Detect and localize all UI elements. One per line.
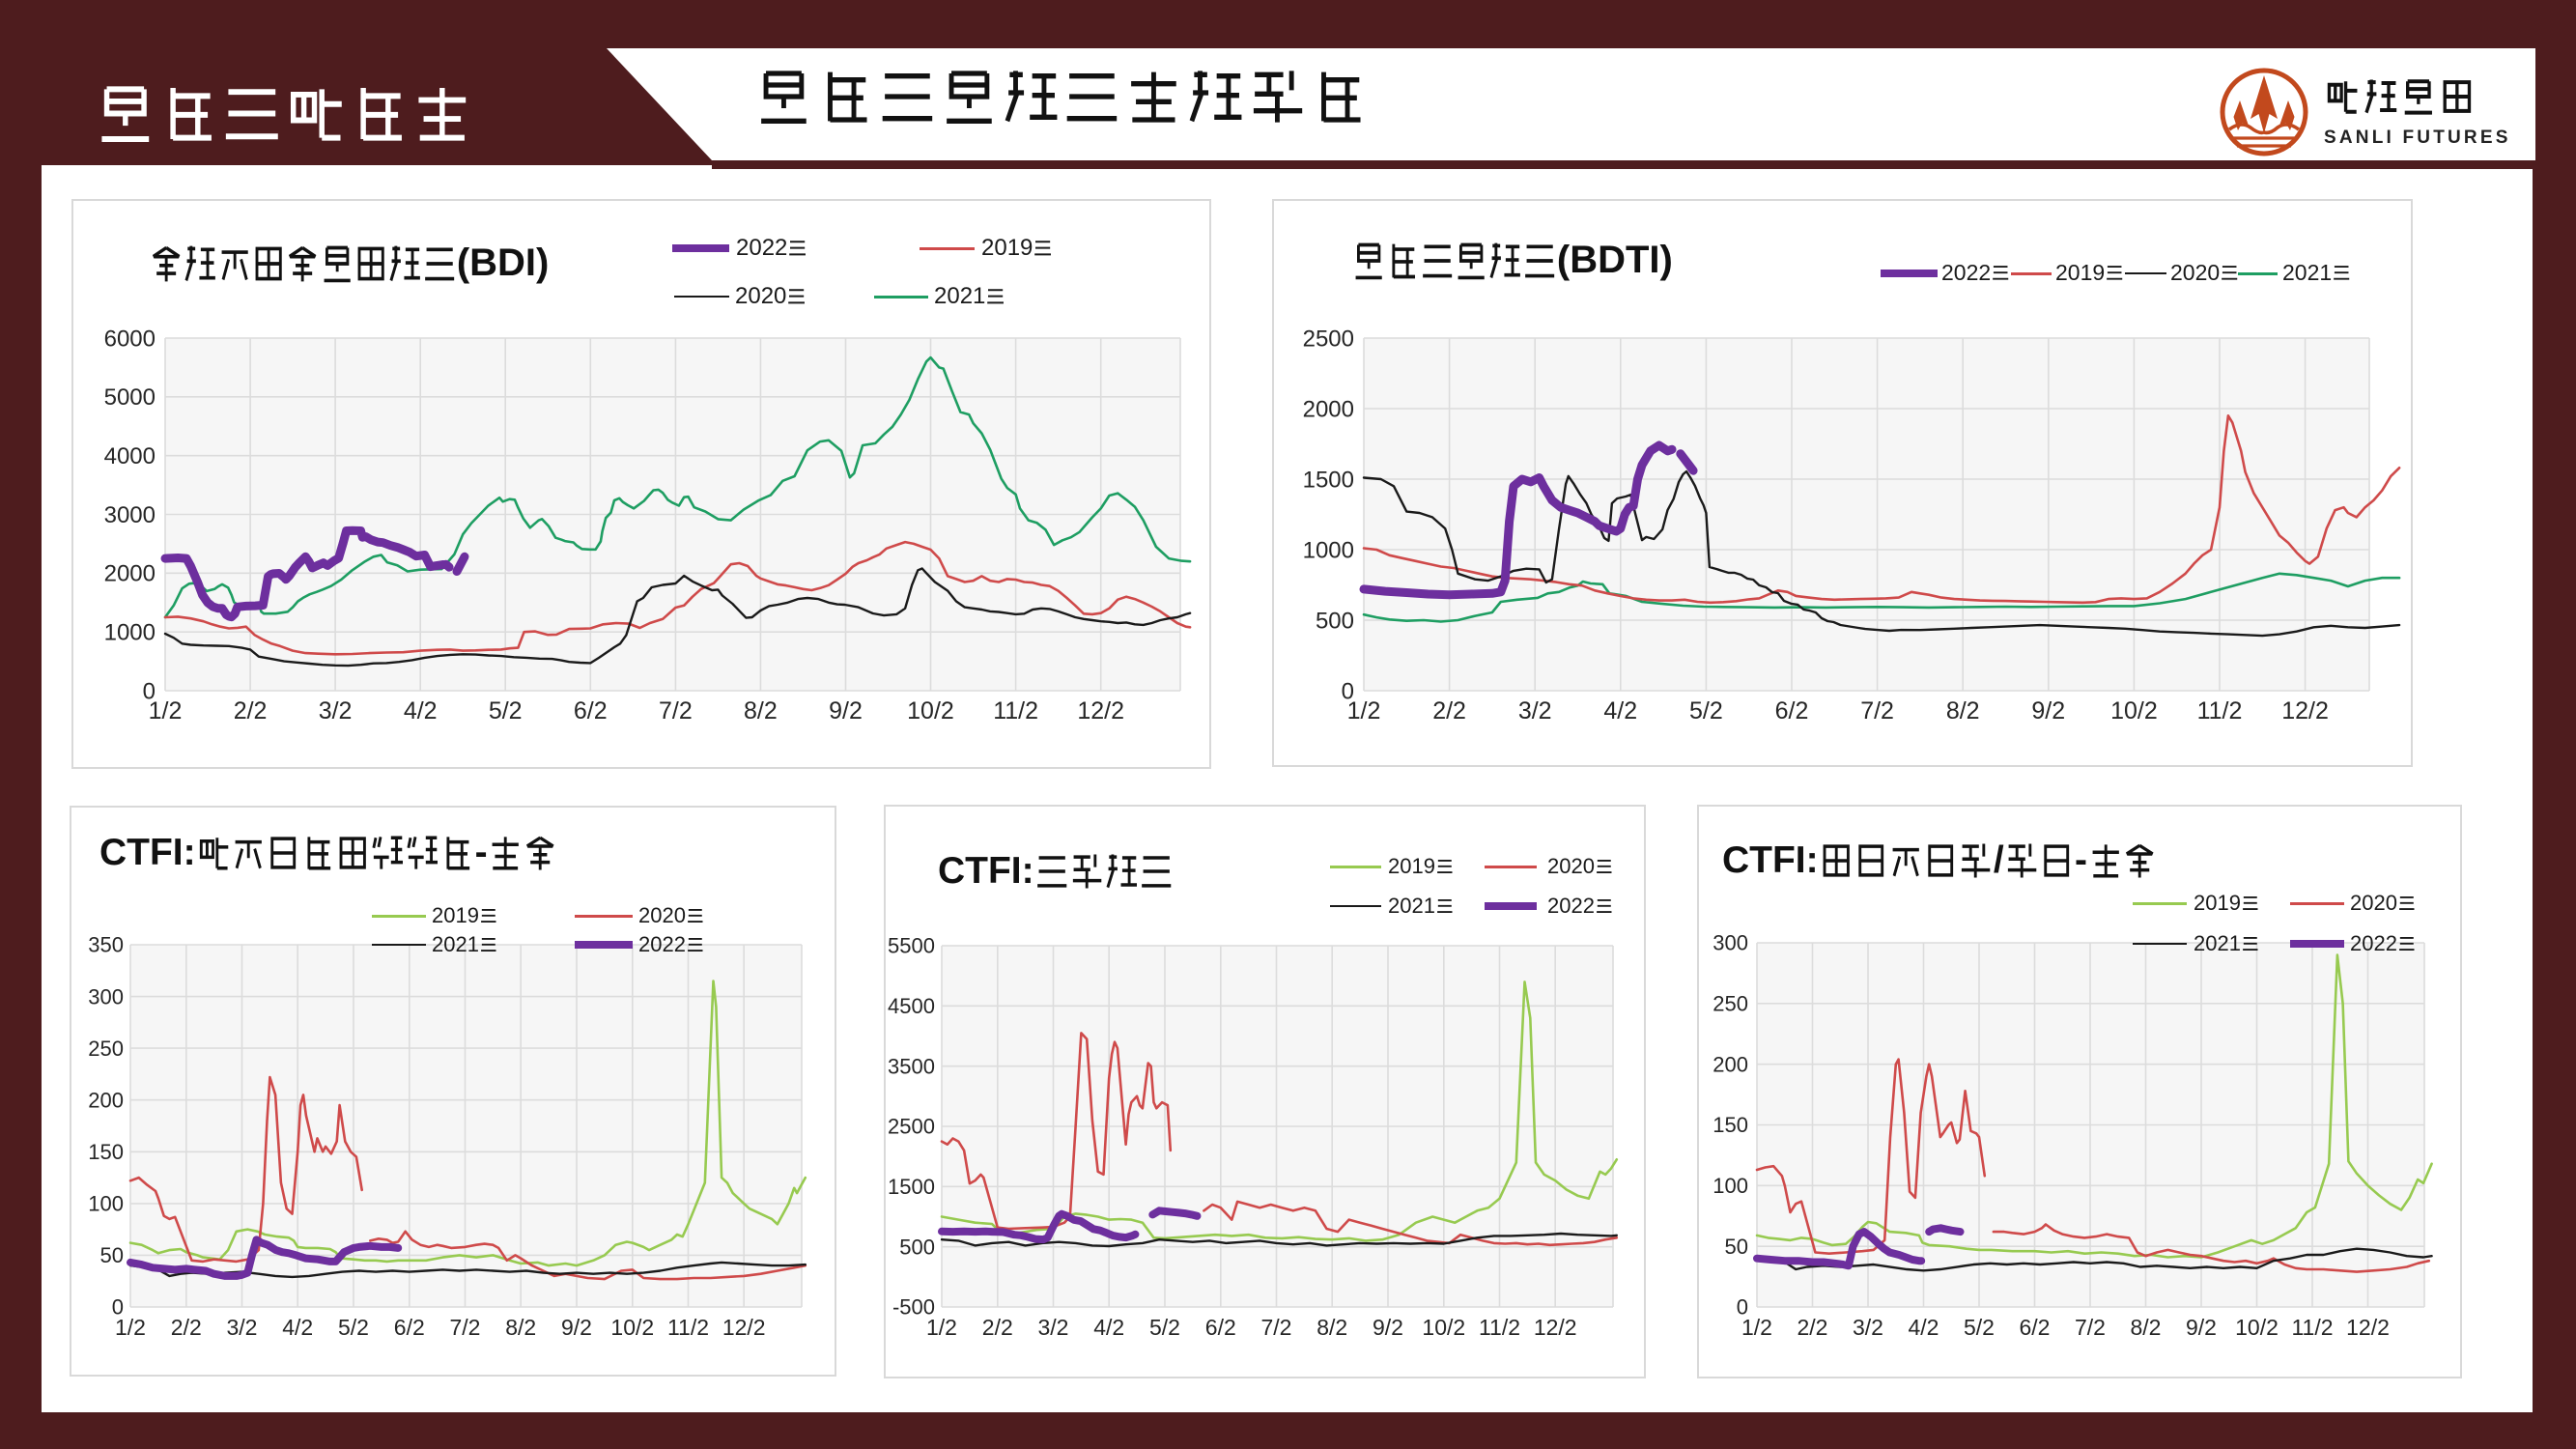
svg-text:4/2: 4/2 [1093,1315,1124,1340]
svg-text:-500: -500 [892,1295,935,1320]
svg-text:5/2: 5/2 [338,1315,369,1340]
svg-text:1000: 1000 [1303,537,1354,563]
svg-text:0: 0 [112,1295,124,1320]
svg-text:1000: 1000 [104,620,156,646]
svg-text:350: 350 [88,933,124,957]
svg-text:2/2: 2/2 [234,697,268,724]
svg-text:5/2: 5/2 [1689,697,1723,724]
svg-text:1/2: 1/2 [1347,697,1381,724]
svg-text:9/2: 9/2 [1373,1315,1403,1340]
svg-text:2/2: 2/2 [1798,1315,1828,1340]
svg-text:5/2: 5/2 [489,697,523,724]
svg-text:4/2: 4/2 [282,1315,313,1340]
svg-text:12/2: 12/2 [2346,1315,2390,1340]
svg-text:2000: 2000 [1303,396,1354,422]
svg-text:2/2: 2/2 [1432,697,1466,724]
svg-text:10/2: 10/2 [2235,1315,2279,1340]
svg-text:11/2: 11/2 [2197,697,2243,724]
svg-text:11/2: 11/2 [1479,1315,1520,1340]
svg-text:200: 200 [1713,1052,1748,1076]
svg-text:1500: 1500 [888,1175,935,1199]
svg-text:12/2: 12/2 [1534,1315,1577,1340]
svg-text:300: 300 [88,984,124,1009]
svg-text:0: 0 [1342,678,1354,704]
svg-text:5/2: 5/2 [1964,1315,1995,1340]
svg-text:2/2: 2/2 [171,1315,202,1340]
svg-text:2000: 2000 [104,561,156,587]
svg-text:6/2: 6/2 [1205,1315,1236,1340]
svg-text:12/2: 12/2 [722,1315,766,1340]
svg-text:0: 0 [143,678,156,704]
svg-text:2500: 2500 [888,1115,935,1139]
svg-text:150: 150 [1713,1113,1748,1137]
svg-text:9/2: 9/2 [2031,697,2065,724]
svg-text:8/2: 8/2 [744,697,778,724]
svg-text:500: 500 [899,1235,935,1259]
svg-text:50: 50 [1725,1235,1748,1259]
svg-text:9/2: 9/2 [829,697,863,724]
svg-text:1/2: 1/2 [115,1315,146,1340]
svg-text:8/2: 8/2 [505,1315,536,1340]
svg-text:6/2: 6/2 [574,697,608,724]
svg-text:11/2: 11/2 [993,697,1038,724]
svg-text:7/2: 7/2 [2075,1315,2106,1340]
svg-text:1500: 1500 [1303,467,1354,493]
svg-text:3000: 3000 [104,502,156,528]
svg-text:4/2: 4/2 [1603,697,1637,724]
svg-text:5/2: 5/2 [1149,1315,1180,1340]
svg-text:3/2: 3/2 [1038,1315,1069,1340]
svg-text:5500: 5500 [888,934,935,958]
svg-text:10/2: 10/2 [610,1315,654,1340]
svg-text:7/2: 7/2 [659,697,693,724]
svg-text:10/2: 10/2 [907,697,954,724]
svg-text:3500: 3500 [888,1054,935,1078]
svg-text:12/2: 12/2 [1077,697,1124,724]
svg-text:8/2: 8/2 [1316,1315,1347,1340]
svg-text:3/2: 3/2 [319,697,353,724]
svg-text:7/2: 7/2 [1860,697,1894,724]
svg-text:0: 0 [1737,1295,1748,1320]
svg-text:250: 250 [88,1037,124,1061]
svg-text:50: 50 [100,1243,124,1267]
svg-text:3/2: 3/2 [1853,1315,1883,1340]
svg-text:6000: 6000 [104,326,156,352]
svg-text:6/2: 6/2 [2020,1315,2051,1340]
svg-text:2/2: 2/2 [982,1315,1013,1340]
svg-text:4500: 4500 [888,994,935,1018]
svg-text:4/2: 4/2 [404,697,438,724]
svg-text:150: 150 [88,1140,124,1164]
svg-text:10/2: 10/2 [1422,1315,1465,1340]
svg-text:11/2: 11/2 [667,1315,709,1340]
svg-text:1/2: 1/2 [149,697,183,724]
svg-text:8/2: 8/2 [1946,697,1980,724]
svg-text:3/2: 3/2 [1518,697,1552,724]
svg-text:2500: 2500 [1303,326,1354,352]
svg-text:8/2: 8/2 [2131,1315,2162,1340]
svg-text:500: 500 [1316,608,1354,634]
svg-text:1/2: 1/2 [1741,1315,1772,1340]
svg-text:9/2: 9/2 [2186,1315,2217,1340]
svg-text:7/2: 7/2 [450,1315,481,1340]
svg-text:1/2: 1/2 [926,1315,957,1340]
svg-text:100: 100 [1713,1174,1748,1198]
svg-text:200: 200 [88,1088,124,1112]
svg-text:300: 300 [1713,931,1748,955]
svg-text:12/2: 12/2 [2281,697,2329,724]
svg-text:4000: 4000 [104,443,156,469]
svg-text:9/2: 9/2 [561,1315,592,1340]
svg-text:10/2: 10/2 [2110,697,2158,724]
svg-text:6/2: 6/2 [1775,697,1809,724]
svg-text:7/2: 7/2 [1261,1315,1292,1340]
svg-text:6/2: 6/2 [394,1315,425,1340]
svg-text:100: 100 [88,1192,124,1216]
svg-text:250: 250 [1713,992,1748,1016]
svg-text:5000: 5000 [104,384,156,411]
svg-text:4/2: 4/2 [1909,1315,1939,1340]
svg-text:3/2: 3/2 [227,1315,258,1340]
svg-text:11/2: 11/2 [2291,1315,2333,1340]
